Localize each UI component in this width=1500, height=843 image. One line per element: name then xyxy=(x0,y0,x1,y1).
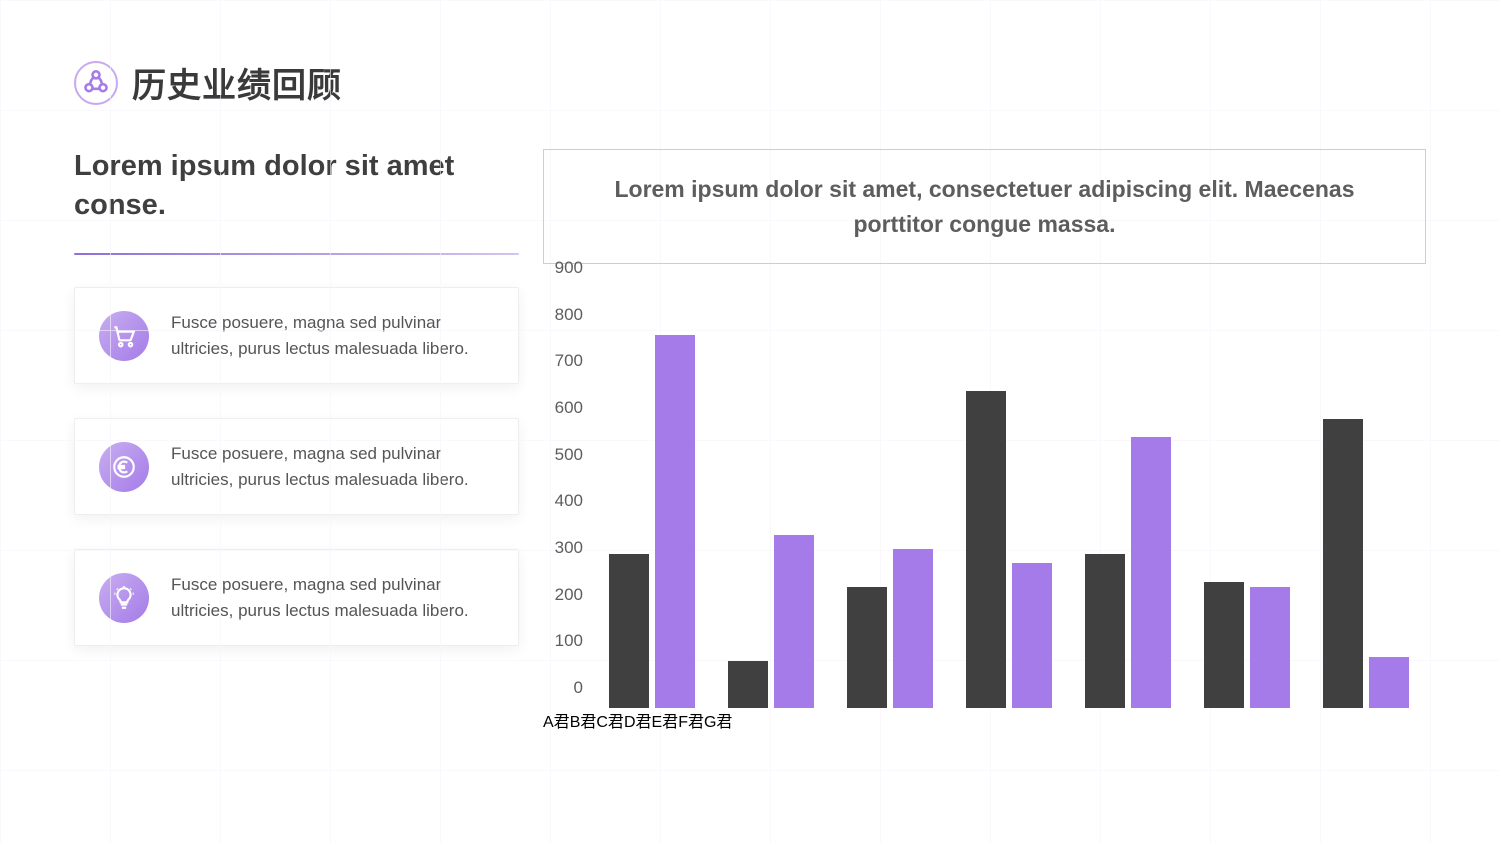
chart-bar xyxy=(1204,582,1244,708)
heading-underline xyxy=(74,253,519,255)
chart-bar xyxy=(655,335,695,708)
chart-bar xyxy=(847,587,887,708)
chart-x-label: F君 xyxy=(678,714,704,731)
chart-y-tick: 800 xyxy=(555,305,583,325)
chart-title: Lorem ipsum dolor sit amet, consectetuer… xyxy=(578,172,1391,241)
logo-icon xyxy=(74,61,118,105)
chart-bar xyxy=(1323,419,1363,708)
info-card: Fusce posuere, magna sed pulvinar ultric… xyxy=(74,549,519,646)
euro-icon xyxy=(99,442,149,492)
chart-bar-group xyxy=(711,535,830,708)
right-column: Lorem ipsum dolor sit amet, consectetuer… xyxy=(543,147,1426,732)
chart-y-tick: 200 xyxy=(555,585,583,605)
chart-y-tick: 900 xyxy=(555,258,583,278)
chart-y-tick: 300 xyxy=(555,538,583,558)
chart-y-axis: 0100200300400500600700800900 xyxy=(543,288,591,708)
chart-bar xyxy=(893,549,933,708)
chart-bar xyxy=(1250,587,1290,708)
chart-title-box: Lorem ipsum dolor sit amet, consectetuer… xyxy=(543,149,1426,264)
chart-bar xyxy=(966,391,1006,708)
chart-y-tick: 500 xyxy=(555,445,583,465)
chart-bar-group xyxy=(830,549,949,708)
bar-chart: 0100200300400500600700800900 A君B君C君D君E君F… xyxy=(543,288,1426,732)
chart-bar xyxy=(1369,657,1409,708)
chart-bar xyxy=(728,661,768,708)
page-header: 历史业绩回顾 xyxy=(0,0,1500,107)
chart-x-label: E君 xyxy=(652,714,679,731)
chart-bar xyxy=(1012,563,1052,708)
left-column: Lorem ipsum dolor sit amet conse. Fusce … xyxy=(74,147,519,732)
chart-y-tick: 400 xyxy=(555,491,583,511)
chart-bar-group xyxy=(592,335,711,708)
info-card-text: Fusce posuere, magna sed pulvinar ultric… xyxy=(171,572,494,623)
chart-bar-group xyxy=(1188,582,1307,708)
info-card-text: Fusce posuere, magna sed pulvinar ultric… xyxy=(171,441,494,492)
chart-bar-group xyxy=(1307,419,1426,708)
chart-plot-area xyxy=(592,288,1426,708)
chart-x-label: B君 xyxy=(570,714,597,731)
cart-icon xyxy=(99,311,149,361)
chart-bar xyxy=(609,554,649,708)
chart-bar-group xyxy=(1069,437,1188,708)
chart-x-label: A君 xyxy=(543,714,570,731)
info-card: Fusce posuere, magna sed pulvinar ultric… xyxy=(74,418,519,515)
chart-bar xyxy=(774,535,814,708)
bulb-icon xyxy=(99,573,149,623)
info-card: Fusce posuere, magna sed pulvinar ultric… xyxy=(74,287,519,384)
chart-x-label: D君 xyxy=(624,714,652,731)
chart-bar xyxy=(1085,554,1125,708)
chart-bar-group xyxy=(949,391,1068,708)
chart-y-tick: 700 xyxy=(555,351,583,371)
chart-x-label: C君 xyxy=(596,714,624,731)
chart-x-label: G君 xyxy=(704,714,732,731)
info-card-text: Fusce posuere, magna sed pulvinar ultric… xyxy=(171,310,494,361)
left-heading: Lorem ipsum dolor sit amet conse. xyxy=(74,147,519,225)
chart-y-tick: 100 xyxy=(555,631,583,651)
content-row: Lorem ipsum dolor sit amet conse. Fusce … xyxy=(0,107,1500,732)
page-title: 历史业绩回顾 xyxy=(132,58,342,107)
chart-bar xyxy=(1131,437,1171,708)
chart-y-tick: 0 xyxy=(574,678,583,698)
chart-y-tick: 600 xyxy=(555,398,583,418)
chart-x-axis: A君B君C君D君E君F君G君 xyxy=(543,708,1426,732)
